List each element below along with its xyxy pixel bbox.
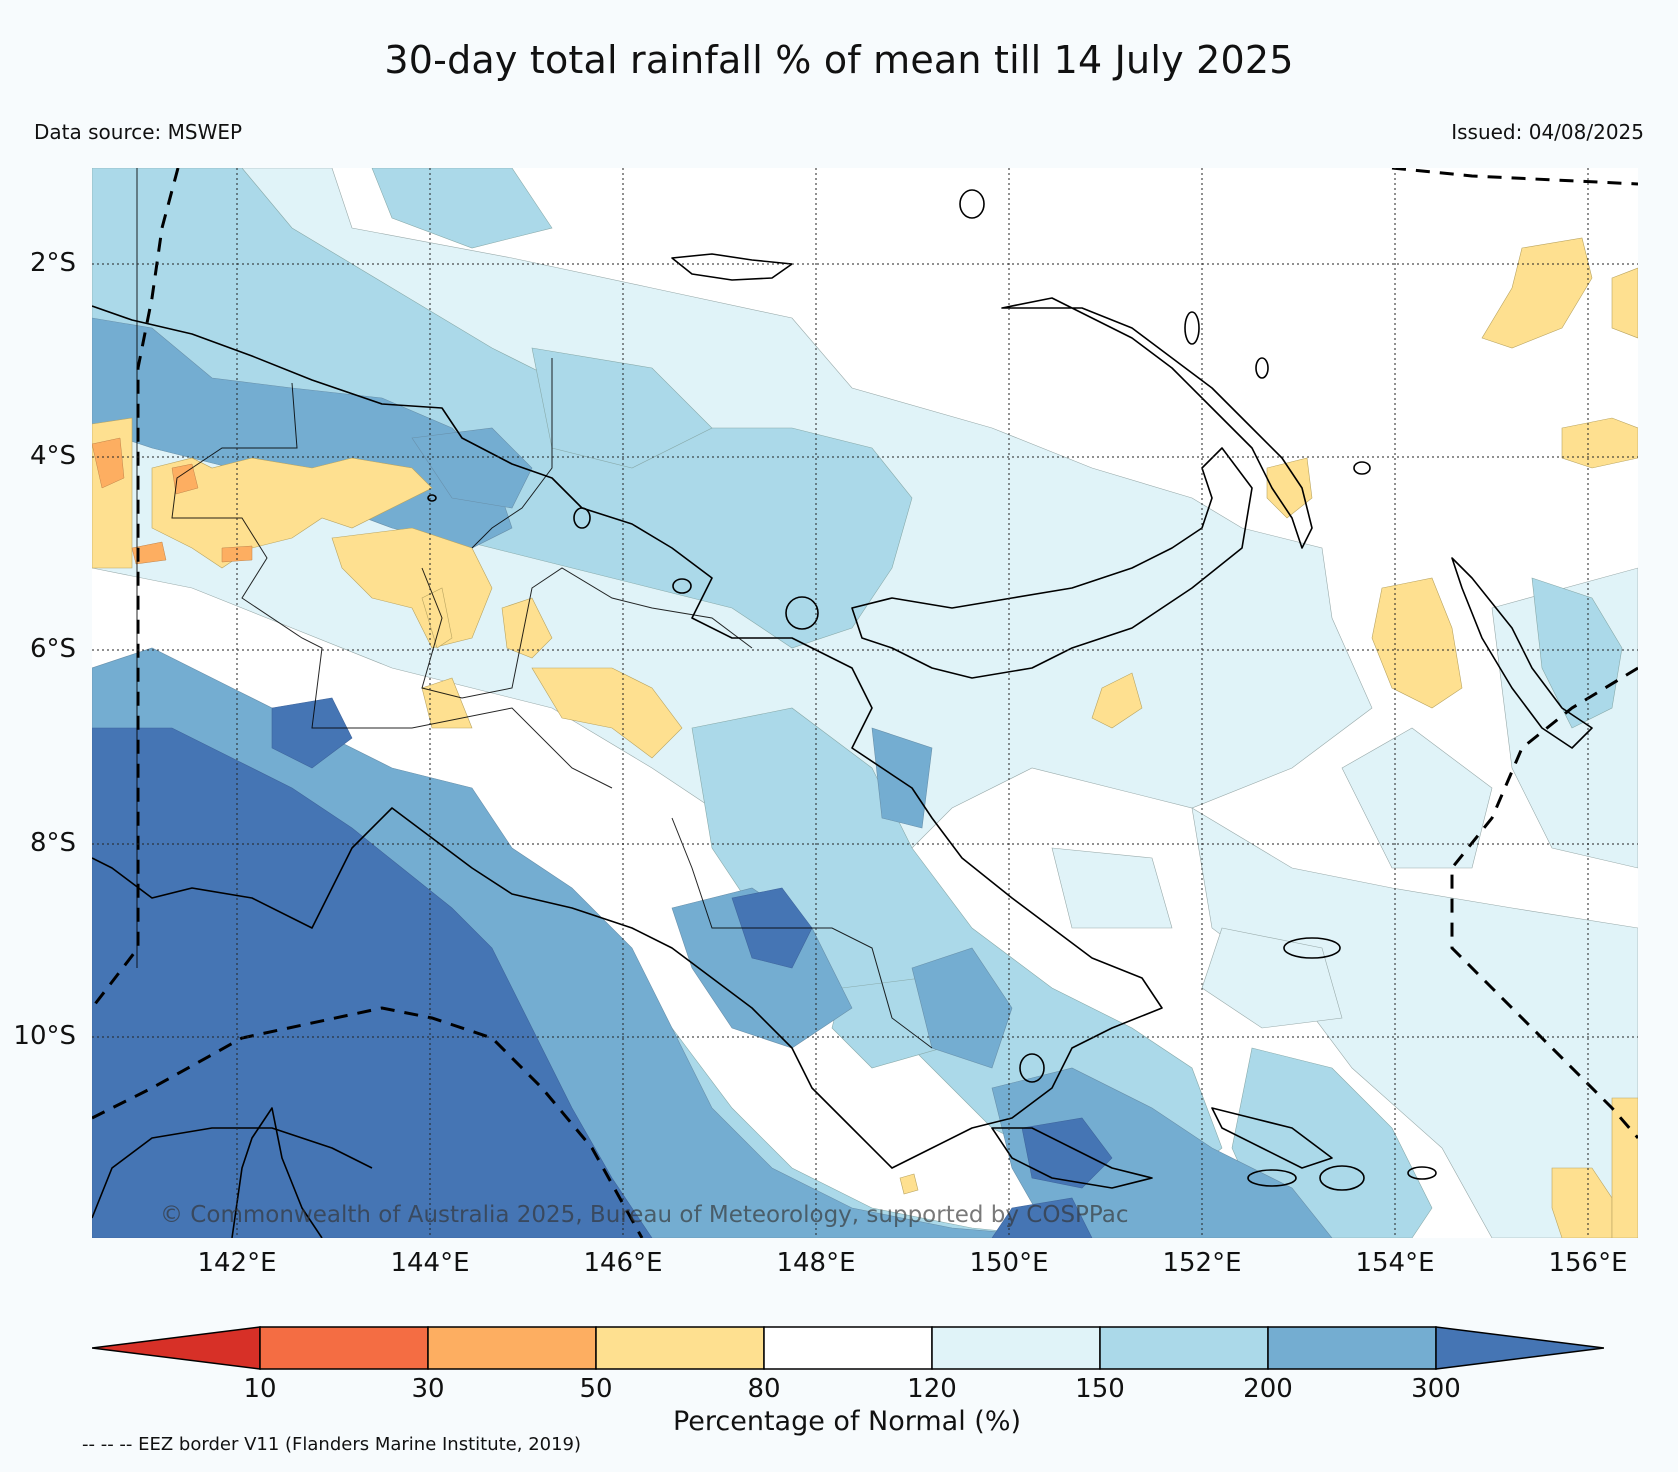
coastlines (92, 189, 1593, 1238)
lon-label-142e: 142°E (197, 1248, 277, 1278)
lon-label-154e: 154°E (1355, 1248, 1435, 1278)
colorbar-tick-120: 120 (907, 1374, 957, 1404)
lon-label-152e: 152°E (1162, 1248, 1242, 1278)
lon-label-144e: 144°E (390, 1248, 470, 1278)
colorbar-cells (91, 1326, 1605, 1370)
colorbar-tick-150: 150 (1075, 1374, 1125, 1404)
colorbar-tick-300: 300 (1411, 1374, 1461, 1404)
colorbar (91, 1325, 1605, 1371)
lat-label-4s: 4°S (29, 441, 76, 471)
issued-date-label: Issued: 04/08/2025 (1451, 120, 1644, 144)
colorbar-cell-1 (259, 1326, 429, 1370)
copyright-text: © Commonwealth of Australia 2025, Bureau… (160, 1202, 1129, 1228)
eez-borders (92, 168, 1638, 1238)
colorbar-tick-50: 50 (579, 1374, 613, 1404)
lon-label-156e: 156°E (1548, 1248, 1628, 1278)
colorbar-tick-30: 30 (411, 1374, 445, 1404)
colorbar-extend-low (91, 1326, 261, 1370)
province-boundaries (136, 168, 933, 1049)
lon-label-148e: 148°E (776, 1248, 856, 1278)
eez-border-note: -- -- -- EEZ border V11 (Flanders Marine… (82, 1434, 582, 1455)
lon-label-150e: 150°E (969, 1248, 1049, 1278)
colorbar-cell-7 (1267, 1326, 1437, 1370)
colorbar-cell-6 (1099, 1326, 1269, 1370)
colorbar-svg (91, 1326, 1605, 1370)
lat-label-6s: 6°S (29, 634, 76, 664)
rainfall-zone-50-80 (92, 237, 1638, 1238)
colorbar-cell-3 (595, 1326, 765, 1370)
colorbar-cell-2 (427, 1326, 597, 1370)
colorbar-tick-200: 200 (1243, 1374, 1293, 1404)
colorbar-label: Percentage of Normal (%) (672, 1406, 1022, 1437)
graticule (92, 168, 1638, 1238)
lat-label-8s: 8°S (29, 828, 76, 858)
colorbar-cell-5 (931, 1326, 1101, 1370)
lat-label-10s: 10°S (13, 1021, 76, 1051)
colorbar-tick-80: 80 (747, 1374, 781, 1404)
lat-label-2s: 2°S (29, 248, 76, 278)
colorbar-cell-4 (763, 1326, 933, 1370)
colorbar-extend-high (1435, 1326, 1605, 1370)
colorbar-tick-10: 10 (243, 1374, 277, 1404)
lon-label-146e: 146°E (583, 1248, 663, 1278)
rainfall-zone-above-300 (92, 697, 1113, 1238)
map-title: 30-day total rainfall % of mean till 14 … (384, 38, 1294, 82)
data-source-label: Data source: MSWEP (34, 120, 243, 144)
rainfall-map-svg (92, 168, 1638, 1238)
rainfall-map (92, 168, 1638, 1238)
